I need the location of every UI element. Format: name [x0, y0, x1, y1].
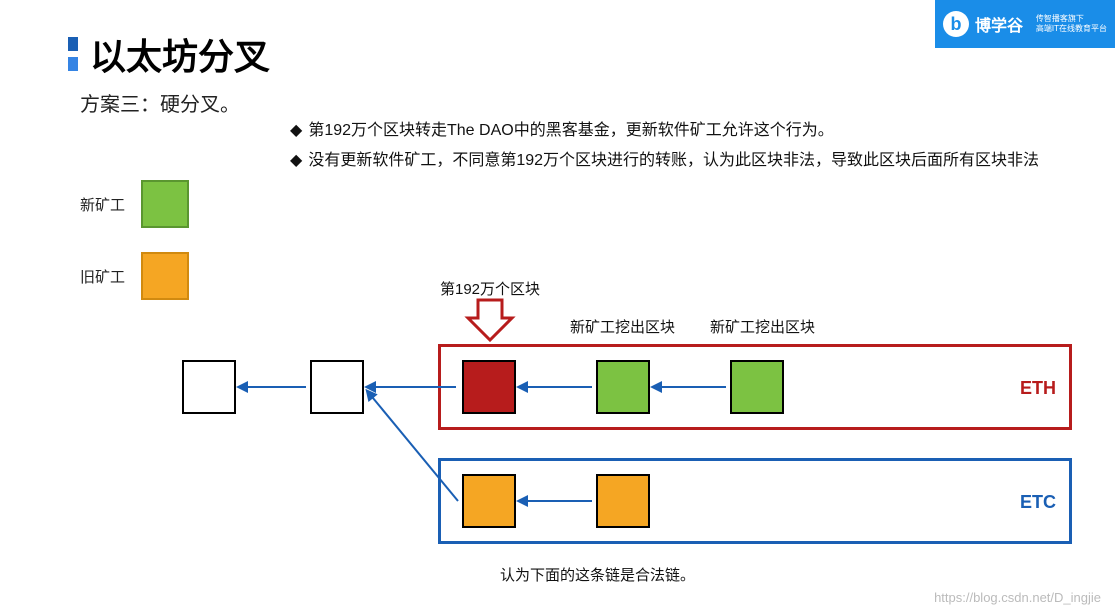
anno-bottom: 认为下面的这条链是合法链。 [500, 564, 695, 585]
block-prefork [310, 360, 364, 414]
watermark: https://blog.csdn.net/D_ingjie [934, 590, 1101, 605]
anno-block192: 第192万个区块 [440, 278, 540, 299]
etc-chain-box [438, 458, 1072, 544]
block-etc-orange [462, 474, 516, 528]
diagram-layer: ETH ETC 第192万个区块 新矿工挖出区块 新矿工挖出区块 认为下面的这条… [0, 0, 1115, 611]
etc-label: ETC [1020, 492, 1056, 513]
block-prefork [182, 360, 236, 414]
anno-dig-2: 新矿工挖出区块 [710, 316, 815, 337]
anno-dig-1: 新矿工挖出区块 [570, 316, 675, 337]
block-eth-green [730, 360, 784, 414]
down-arrow-icon [468, 300, 512, 340]
block-192-red [462, 360, 516, 414]
eth-label: ETH [1020, 378, 1056, 399]
block-etc-orange [596, 474, 650, 528]
block-eth-green [596, 360, 650, 414]
